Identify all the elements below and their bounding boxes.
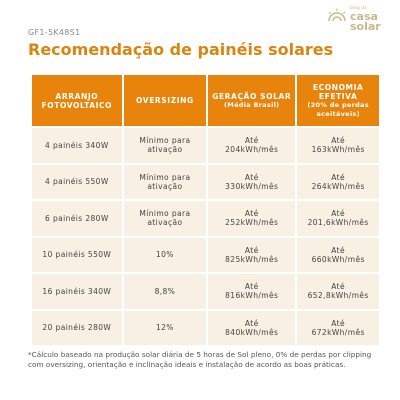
cell-economia-text: Até [331, 318, 346, 328]
cell-arranjo-text: 20 painéis 280W [42, 323, 112, 333]
product-code: GF1-5K48S1 [28, 28, 81, 37]
table-row: 4 painéis 340W Mínimo para ativação Até 204… [32, 128, 379, 163]
cell-geracao: Até 840kWh/mês [208, 310, 296, 345]
cell-geracao-text: 330kWh/mês [225, 181, 279, 191]
header-arranjo: ARRANJO FOTOVOLTAICO [32, 75, 122, 126]
cell-geracao-text: 825kWh/mês [225, 254, 279, 264]
cell-arranjo-text: 10 painéis 550W [42, 250, 112, 260]
cell-economia-text: Até [331, 282, 346, 292]
header-main: OVERSIZING [136, 96, 194, 105]
cell-economia-text: 652,8kWh/mês [307, 291, 369, 301]
cell-geracao-text: Até [244, 282, 259, 292]
cell-oversizing-text: Mínimo para ativação [139, 209, 191, 228]
cell-oversizing-text: Mínimo para ativação [139, 172, 191, 191]
footnote: *Cálculo baseado na produção solar diári… [28, 350, 372, 369]
cell-oversizing-text: 10% [155, 250, 174, 260]
cell-arranjo: 10 painéis 550W [32, 237, 122, 272]
logo-word-casa: casa [350, 10, 378, 23]
cell-oversizing: 10% [123, 237, 207, 272]
cell-economia-text: 672kWh/mês [311, 327, 365, 337]
cell-oversizing: 12% [123, 310, 207, 345]
brand-logo: blog da casa solar [326, 6, 386, 42]
cell-economia-text: 163kWh/mês [311, 145, 365, 155]
logo-word-solar: solar [350, 20, 381, 33]
cell-oversizing: Mínimo para ativação [123, 128, 207, 163]
table-row: 16 painéis 340W 8,8% Até 816kWh/mês Até 652,8… [32, 274, 379, 309]
header-sub: (20% de perdas aceitáveis) [307, 100, 369, 118]
page-title: Recomendação de painéis solares [28, 40, 334, 59]
cell-arranjo: 4 painéis 340W [32, 128, 122, 163]
cell-geracao: Até 252kWh/mês [208, 201, 296, 236]
cell-geracao-text: Até [244, 318, 259, 328]
cell-geracao-text: 840kWh/mês [225, 327, 279, 337]
cell-economia: Até 660kWh/mês [297, 237, 379, 272]
cell-geracao-text: 816kWh/mês [225, 291, 279, 301]
cell-economia-text: Até [331, 172, 346, 182]
cell-arranjo: 6 painéis 280W [32, 201, 122, 236]
cell-geracao-text: 204kWh/mês [225, 145, 279, 155]
logo-tagline: blog da [350, 6, 367, 11]
cell-geracao-text: Até [244, 209, 259, 219]
cell-arranjo-text: 4 painéis 550W [44, 177, 109, 187]
cell-oversizing-text: 12% [155, 323, 174, 333]
header-sub: (Média Brasil) [224, 100, 280, 109]
cell-oversizing-text: 8,8% [154, 286, 176, 296]
cell-geracao-text: Até [244, 136, 259, 146]
cell-oversizing: Mínimo para ativação [123, 201, 207, 236]
cell-economia: Até 672kWh/mês [297, 310, 379, 345]
cell-geracao: Até 330kWh/mês [208, 164, 296, 199]
sun-icon [328, 8, 346, 22]
cell-arranjo: 16 painéis 340W [32, 274, 122, 309]
header-economia: ECONOMIA EFETIVA (20% de perdas aceitávei… [297, 75, 379, 126]
cell-economia-text: 201,6kWh/mês [307, 218, 369, 228]
cell-geracao: Até 816kWh/mês [208, 274, 296, 309]
header-main: ARRANJO FOTOVOLTAICO [41, 91, 113, 110]
cell-arranjo: 4 painéis 550W [32, 164, 122, 199]
cell-arranjo: 20 painéis 280W [32, 310, 122, 345]
cell-economia-text: 660kWh/mês [311, 254, 365, 264]
cell-arranjo-text: 16 painéis 340W [42, 286, 112, 296]
cell-arranjo-text: 6 painéis 280W [44, 213, 109, 223]
table-row: 10 painéis 550W 10% Até 825kWh/mês Até 660kWh… [32, 237, 379, 272]
cell-economia-text: 264kWh/mês [311, 181, 365, 191]
cell-economia: Até 201,6kWh/mês [297, 201, 379, 236]
cell-geracao: Até 204kWh/mês [208, 128, 296, 163]
header-geracao: GERAÇÃO SOLAR (Média Brasil) [208, 75, 296, 126]
cell-oversizing-text: Mínimo para ativação [139, 136, 191, 155]
cell-economia: Até 652,8kWh/mês [297, 274, 379, 309]
cell-oversizing: 8,8% [123, 274, 207, 309]
table-row: 4 painéis 550W Mínimo para ativação Até 330… [32, 164, 379, 199]
cell-geracao-text: Até [244, 245, 259, 255]
cell-economia: Até 264kWh/mês [297, 164, 379, 199]
cell-geracao-text: Até [244, 172, 259, 182]
header-main: GERAÇÃO SOLAR [212, 91, 292, 101]
header-main: ECONOMIA EFETIVA [312, 82, 364, 101]
cell-economia: Até 163kWh/mês [297, 128, 379, 163]
cell-oversizing: Mínimo para ativação [123, 164, 207, 199]
cell-arranjo-text: 4 painéis 340W [44, 140, 109, 150]
table-row: 20 painéis 280W 12% Até 840kWh/mês Até 672kWh… [32, 310, 379, 345]
cell-geracao: Até 825kWh/mês [208, 237, 296, 272]
cell-economia-text: Até [331, 209, 346, 219]
header-oversizing: OVERSIZING [123, 75, 207, 126]
cell-economia-text: Até [331, 245, 346, 255]
cell-economia-text: Até [331, 136, 346, 146]
table-header-row: ARRANJO FOTOVOLTAICO OVERSIZING GERAÇÃO … [32, 75, 379, 126]
cell-geracao-text: 252kWh/mês [225, 218, 279, 228]
panel-recommendation-table: ARRANJO FOTOVOLTAICO OVERSIZING GERAÇÃO … [30, 73, 381, 347]
table-row: 6 painéis 280W Mínimo para ativação Até 252… [32, 201, 379, 236]
